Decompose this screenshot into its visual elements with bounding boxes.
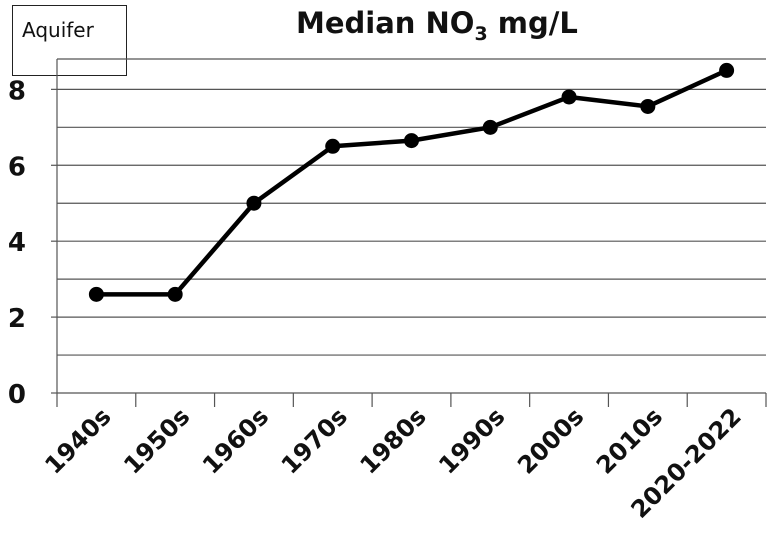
y-tick-labels: 0 2 4 6 8 — [8, 76, 26, 410]
data-point — [88, 286, 104, 302]
x-tick-label: 1960s — [197, 402, 274, 479]
axis-layer — [51, 59, 767, 407]
x-tick-label: 2000s — [512, 402, 589, 479]
y-tick-label: 2 — [8, 304, 26, 334]
y-tick-label: 6 — [8, 152, 26, 182]
x-tick-label: 1950s — [118, 402, 195, 479]
line-layer — [96, 68, 728, 297]
data-point — [640, 98, 656, 114]
legend-box — [12, 5, 127, 76]
point-layer — [88, 62, 735, 302]
grid-layer — [57, 58, 766, 356]
x-tick-label: 1990s — [433, 402, 510, 479]
x-tick-label: 1940s — [39, 402, 116, 479]
x-tick-label: 1980s — [355, 402, 432, 479]
data-point — [404, 133, 419, 149]
data-point — [246, 195, 262, 211]
legend-label: Aquifer — [22, 18, 94, 42]
chart-title: Median NO3 mg/L — [296, 6, 578, 45]
series-line — [96, 68, 728, 297]
data-point — [482, 119, 498, 135]
y-tick-label: 8 — [8, 76, 26, 106]
x-tick-labels: 1940s 1950s 1960s 1970s 1980s 1990s 2000s 2010s… — [39, 402, 746, 523]
data-point — [167, 286, 183, 302]
chart-title-unit: mg/L — [487, 6, 578, 40]
data-point — [325, 138, 341, 154]
x-tick-label: 2010s — [591, 402, 668, 479]
y-tick-label: 0 — [8, 380, 26, 410]
chart-title-main: Median NO — [296, 6, 475, 40]
x-tick-label: 1970s — [276, 402, 353, 479]
y-tick-label: 4 — [8, 228, 26, 258]
chart-title-subscript: 3 — [474, 23, 488, 45]
data-point — [719, 62, 735, 78]
data-point — [561, 89, 577, 105]
